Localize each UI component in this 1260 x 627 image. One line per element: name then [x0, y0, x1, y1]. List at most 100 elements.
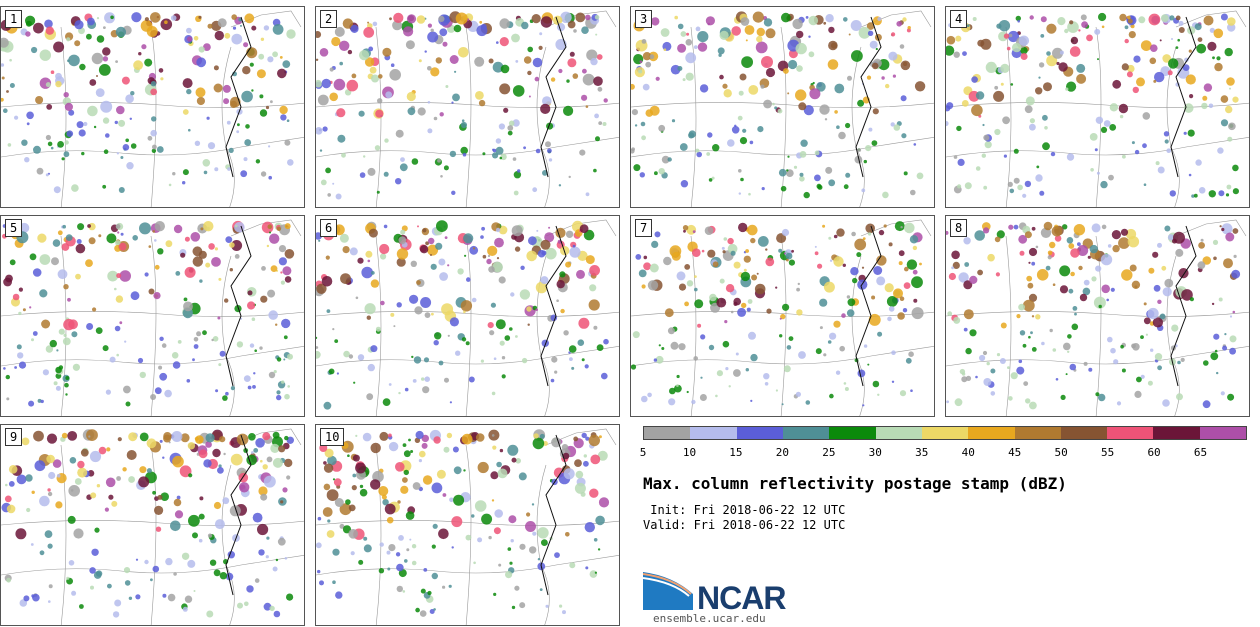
reflectivity-cell [217, 18, 227, 28]
reflectivity-cell [493, 357, 497, 360]
reflectivity-cell [449, 317, 459, 327]
reflectivity-cell [1060, 394, 1066, 400]
reflectivity-cell [6, 397, 10, 401]
reflectivity-cell [1196, 43, 1207, 54]
reflectivity-cell [186, 27, 192, 34]
map-boundary [1005, 235, 1012, 416]
reflectivity-cell [1093, 296, 1106, 309]
reflectivity-cell [173, 224, 183, 234]
reflectivity-cell [31, 490, 35, 494]
reflectivity-cell [1212, 56, 1215, 60]
reflectivity-cell [199, 496, 204, 501]
reflectivity-cell [248, 433, 256, 441]
reflectivity-cell [730, 250, 736, 256]
reflectivity-cell [45, 26, 54, 35]
reflectivity-cell [1191, 194, 1195, 198]
reflectivity-cell [674, 384, 682, 393]
reflectivity-cell [1225, 105, 1233, 114]
reflectivity-cell [867, 363, 870, 366]
reflectivity-map [1, 219, 304, 416]
reflectivity-cell [891, 350, 896, 355]
reflectivity-cell [957, 184, 962, 189]
reflectivity-cell [86, 429, 98, 441]
reflectivity-cell [473, 247, 476, 250]
panel-label: 10 [320, 428, 345, 446]
reflectivity-cell [474, 56, 485, 67]
reflectivity-cell [168, 183, 172, 187]
reflectivity-cell [162, 593, 167, 598]
reflectivity-cell [342, 246, 350, 254]
reflectivity-map [631, 219, 934, 416]
reflectivity-cell [548, 158, 553, 162]
reflectivity-cell [750, 353, 758, 362]
reflectivity-cell [390, 63, 395, 67]
reflectivity-cell [119, 270, 131, 282]
reflectivity-cell [218, 464, 222, 468]
reflectivity-cell [582, 73, 595, 86]
reflectivity-cell [743, 255, 751, 263]
reflectivity-cell [977, 269, 983, 276]
reflectivity-cell [358, 559, 364, 565]
reflectivity-cell [89, 450, 102, 463]
reflectivity-cell [1083, 279, 1090, 286]
reflectivity-cell [266, 456, 273, 463]
reflectivity-cell [884, 283, 894, 293]
reflectivity-cell [421, 377, 425, 381]
reflectivity-cell [540, 239, 551, 250]
reflectivity-cell [838, 131, 846, 140]
reflectivity-cell [1044, 126, 1048, 130]
reflectivity-cell [202, 330, 207, 336]
reflectivity-cell [319, 149, 323, 152]
reflectivity-cell [427, 590, 432, 596]
reflectivity-cell [808, 15, 819, 26]
reflectivity-cell [265, 105, 270, 110]
reflectivity-cell [388, 441, 399, 452]
reflectivity-cell [350, 24, 359, 33]
reflectivity-cell [751, 274, 758, 281]
reflectivity-cell [332, 182, 335, 185]
reflectivity-cell [111, 500, 118, 507]
reflectivity-cell [231, 33, 243, 45]
reflectivity-cell [76, 239, 82, 244]
reflectivity-cell [569, 357, 573, 361]
reflectivity-cell [230, 453, 243, 466]
reflectivity-cell [411, 355, 414, 359]
reflectivity-cell [327, 455, 337, 466]
reflectivity-cell [367, 259, 371, 263]
reflectivity-cell [65, 376, 70, 380]
reflectivity-cell [273, 610, 281, 618]
reflectivity-cell [1142, 143, 1147, 149]
reflectivity-cell [348, 504, 356, 512]
reflectivity-cell [800, 139, 808, 147]
reflectivity-cell [172, 361, 181, 369]
reflectivity-cell [1046, 23, 1057, 34]
reflectivity-cell [1216, 371, 1219, 375]
reflectivity-cell [39, 289, 48, 298]
map-boundary [1, 311, 304, 317]
reflectivity-cell [655, 76, 660, 81]
reflectivity-cell [739, 73, 747, 81]
reflectivity-cell [823, 281, 835, 293]
reflectivity-cell [547, 148, 552, 154]
reflectivity-cell [316, 58, 319, 61]
reflectivity-cell [122, 144, 130, 151]
reflectivity-cell [326, 489, 339, 501]
reflectivity-cell [176, 495, 181, 500]
reflectivity-cell [498, 276, 506, 284]
reflectivity-cell [161, 343, 167, 348]
reflectivity-cell [1087, 255, 1091, 259]
reflectivity-cell [1077, 245, 1089, 256]
reflectivity-cell [137, 357, 144, 364]
reflectivity-cell [722, 83, 728, 89]
reflectivity-map [946, 219, 1249, 416]
reflectivity-cell [1162, 287, 1172, 297]
reflectivity-cell [1, 76, 5, 80]
reflectivity-cell [62, 337, 71, 346]
reflectivity-cell [888, 51, 898, 61]
reflectivity-cell [1154, 71, 1165, 83]
reflectivity-cell [316, 346, 319, 349]
coastline [540, 225, 567, 387]
reflectivity-cell [641, 284, 646, 289]
reflectivity-cell [322, 507, 333, 517]
reflectivity-cell [686, 32, 690, 36]
